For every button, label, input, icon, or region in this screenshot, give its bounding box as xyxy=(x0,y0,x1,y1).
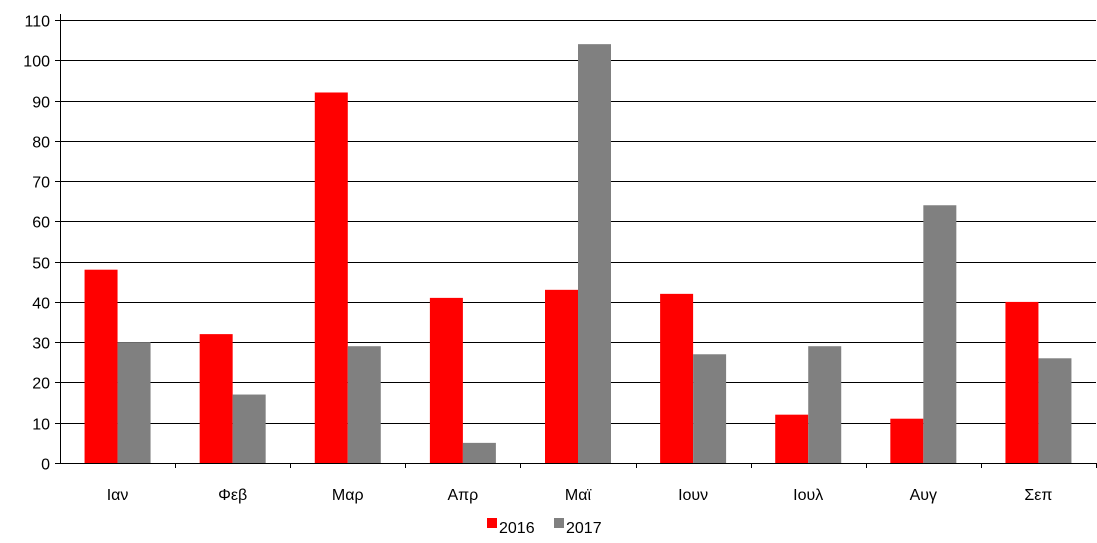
bar-2017-0 xyxy=(117,342,151,463)
bar-2016-4 xyxy=(545,289,578,463)
y-tick-label: 100 xyxy=(23,54,50,71)
y-tick-label: 10 xyxy=(32,417,50,434)
legend-swatch-2016 xyxy=(487,518,497,528)
y-tick-label: 70 xyxy=(32,175,50,192)
category-label: Απρ xyxy=(447,487,478,504)
y-tick-label: 30 xyxy=(32,336,50,353)
legend-label-2016: 2016 xyxy=(499,520,535,537)
category-label: Αυγ xyxy=(910,487,937,504)
category-label: Φεβ xyxy=(218,487,247,504)
bar-2017-4 xyxy=(578,44,611,463)
bar-2016-0 xyxy=(84,269,118,463)
bar-2017-1 xyxy=(232,394,266,463)
bar-2017-2 xyxy=(347,346,381,463)
bar-2016-1 xyxy=(199,334,233,463)
legend-label-2017: 2017 xyxy=(566,520,602,537)
bar-2017-6 xyxy=(808,346,842,463)
bar-2017-7 xyxy=(923,205,957,463)
bar-2016-7 xyxy=(890,418,924,463)
bar-2016-5 xyxy=(660,293,694,463)
bar-2016-3 xyxy=(429,297,463,463)
y-tick-label: 80 xyxy=(32,135,50,152)
y-tick-label: 90 xyxy=(32,95,50,112)
axes xyxy=(55,14,1097,468)
x-axis-category-labels: Ιαν Φεβ Μαρ Απρ Μαϊ Ιουν Ιουλ Αυγ Σεπ xyxy=(107,487,1053,504)
y-tick-label: 40 xyxy=(32,296,50,313)
y-tick-label: 0 xyxy=(41,457,50,474)
y-tick-label: 20 xyxy=(32,376,50,393)
y-axis-tick-labels: 0 10 20 30 40 50 60 70 80 90 100 110 xyxy=(23,14,50,474)
y-tick-label: 60 xyxy=(32,215,50,232)
category-label: Σεπ xyxy=(1024,487,1052,504)
y-tick-label: 110 xyxy=(24,14,50,31)
category-label: Μαϊ xyxy=(565,487,592,504)
bar-2016-6 xyxy=(775,414,809,463)
legend: 2016 2017 xyxy=(487,518,602,537)
category-label: Μαρ xyxy=(332,487,364,504)
legend-swatch-2017 xyxy=(554,518,564,528)
bars xyxy=(84,44,1072,463)
bar-2017-5 xyxy=(693,354,727,463)
category-label: Ιουλ xyxy=(793,487,823,504)
bar-2016-2 xyxy=(314,92,348,463)
y-tick-label: 50 xyxy=(32,256,50,273)
bar-2017-8 xyxy=(1038,358,1072,463)
category-label: Ιαν xyxy=(107,487,129,504)
category-label: Ιουν xyxy=(678,487,708,504)
bar-2017-3 xyxy=(462,442,496,463)
bar-2016-8 xyxy=(1005,301,1039,463)
